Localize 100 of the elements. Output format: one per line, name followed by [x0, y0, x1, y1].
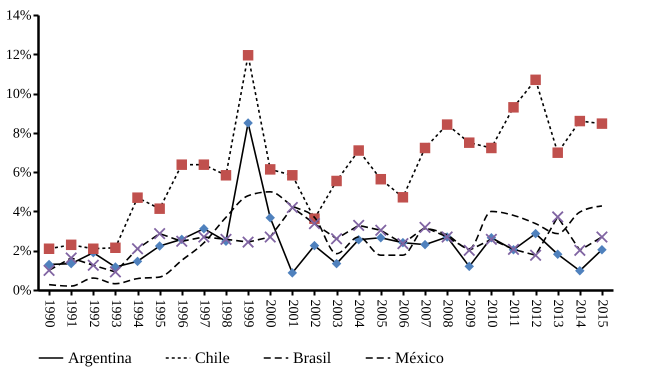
point — [132, 192, 143, 203]
point — [552, 147, 563, 158]
point — [287, 170, 298, 181]
x-tick-label: 2014 — [572, 300, 588, 328]
point — [398, 192, 408, 203]
point — [332, 258, 342, 268]
y-tick-label: 10% — [6, 87, 32, 102]
point — [264, 230, 276, 244]
x-tick-label: 2015 — [594, 300, 610, 328]
point — [242, 236, 254, 248]
point — [463, 244, 476, 256]
point — [199, 224, 209, 234]
point — [220, 170, 232, 181]
point — [330, 232, 343, 245]
point — [310, 240, 320, 250]
point — [552, 250, 562, 259]
x-tick-label: 2011 — [506, 300, 521, 327]
x-tick-label: 1998 — [218, 300, 234, 328]
point — [198, 230, 210, 244]
point — [353, 145, 364, 156]
y-tick-label: 14% — [6, 8, 32, 24]
x-tick-label: 2010 — [484, 300, 499, 328]
x-tick-label: 2002 — [306, 300, 322, 328]
point — [575, 266, 585, 276]
x-tick-label: 2004 — [351, 300, 366, 328]
point — [530, 228, 540, 238]
point — [286, 201, 298, 214]
point — [176, 235, 188, 248]
point — [88, 244, 99, 254]
point — [242, 50, 254, 61]
x-tick-label: 1994 — [130, 300, 146, 328]
x-tick-label: 1993 — [108, 300, 123, 328]
point — [574, 116, 586, 126]
y-tick-label: 0% — [12, 284, 32, 298]
legend-label: Brasil — [293, 350, 332, 367]
point — [154, 203, 165, 214]
x-tick-label: 1999 — [240, 300, 256, 328]
point — [198, 159, 210, 170]
x-tick-label: 2000 — [262, 300, 278, 328]
point — [442, 119, 452, 130]
x-tick-label: 2001 — [284, 300, 300, 328]
y-tick-label: 4% — [12, 204, 32, 220]
point — [308, 217, 321, 230]
y-tick-label: 8% — [12, 126, 32, 142]
point — [264, 164, 276, 175]
x-tick-label: 2009 — [462, 300, 477, 328]
point — [420, 240, 430, 250]
point — [530, 74, 541, 86]
point — [110, 242, 121, 254]
point — [420, 142, 430, 154]
y-tick-label: 6% — [12, 166, 32, 181]
point — [552, 210, 564, 224]
x-tick-label: 1990 — [42, 300, 57, 328]
point — [42, 264, 56, 276]
point — [596, 230, 608, 244]
point — [154, 241, 164, 251]
legend-label: Chile — [195, 350, 230, 367]
point — [132, 256, 142, 266]
point — [243, 118, 253, 128]
x-tick-label: 1991 — [64, 300, 79, 328]
point — [485, 233, 498, 246]
point — [396, 238, 410, 250]
x-tick-label: 2013 — [550, 300, 566, 328]
point — [376, 174, 386, 184]
x-tick-label: 1996 — [174, 300, 190, 328]
y-tick-label: 2% — [12, 244, 32, 260]
point — [597, 244, 607, 254]
point — [596, 118, 608, 129]
point — [153, 227, 166, 240]
point — [131, 242, 144, 255]
point — [376, 233, 386, 242]
x-tick-label: 1992 — [86, 300, 101, 328]
x-tick-label: 2012 — [528, 300, 544, 328]
point — [464, 137, 474, 148]
x-tick-label: 2003 — [329, 300, 344, 328]
point — [529, 249, 542, 262]
point — [288, 268, 298, 278]
legend-label: México — [395, 350, 444, 367]
point — [66, 258, 76, 268]
point — [374, 224, 387, 236]
point — [418, 221, 432, 234]
y-tick-label: 12% — [6, 48, 32, 63]
x-tick-label: 2006 — [395, 300, 410, 328]
point — [109, 266, 122, 278]
point — [574, 244, 586, 256]
point — [44, 260, 54, 270]
point — [265, 212, 275, 222]
legend-label: Argentina — [68, 350, 132, 367]
point — [352, 219, 365, 232]
point — [220, 233, 232, 246]
point — [66, 240, 76, 250]
point — [65, 252, 78, 264]
x-tick-label: 1995 — [152, 300, 168, 328]
point — [508, 102, 519, 113]
point — [87, 259, 100, 272]
point — [486, 142, 497, 154]
x-tick-label: 2008 — [440, 300, 455, 328]
point — [176, 159, 187, 170]
point — [464, 262, 474, 272]
x-tick-label: 1997 — [196, 300, 212, 328]
